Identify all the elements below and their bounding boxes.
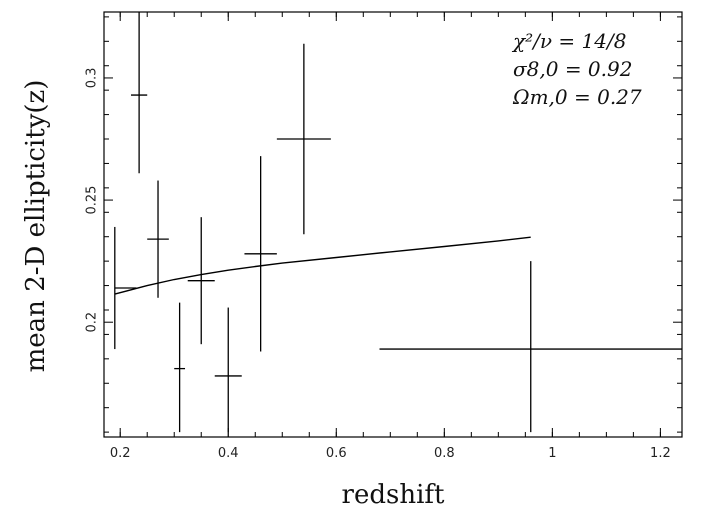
- ticks: 0.2 0.4 0.6 0.8 1 1.2 0.2 0.25 0.3: [85, 12, 682, 461]
- data-point: [244, 156, 277, 352]
- x-tick-label: 0.6: [326, 446, 347, 461]
- model-curve-layer: [114, 236, 531, 295]
- y-tick-label: 0.2: [85, 312, 100, 333]
- annotation-chi2: χ²/ν = 14/8: [511, 29, 626, 53]
- x-tick-label: 0.4: [218, 446, 239, 461]
- x-tick-label: 1: [548, 446, 556, 461]
- data-point: [187, 217, 215, 345]
- annotation-omega-m: Ωm,0 = 0.27: [512, 85, 642, 109]
- y-tick-label: 0.25: [85, 186, 100, 215]
- data-point: [131, 12, 148, 174]
- data-points-layer: [114, 12, 682, 433]
- model-curve: [114, 236, 531, 295]
- annotation-sigma8: σ8,0 = 0.92: [513, 57, 632, 81]
- data-point: [379, 261, 682, 433]
- x-tick-label: 0.8: [434, 446, 455, 461]
- y-axis-title: mean 2-D ellipticity(z): [21, 80, 51, 373]
- plot-frame: [103, 11, 683, 438]
- data-point: [276, 43, 331, 235]
- data-point: [114, 226, 137, 350]
- x-tick-label: 0.2: [110, 446, 131, 461]
- data-point: [214, 307, 242, 433]
- data-point: [147, 180, 169, 298]
- y-tick-label: 0.3: [85, 68, 100, 89]
- x-axis-title: redshift: [342, 480, 445, 510]
- x-tick-label: 1.2: [650, 446, 671, 461]
- data-point: [174, 302, 186, 433]
